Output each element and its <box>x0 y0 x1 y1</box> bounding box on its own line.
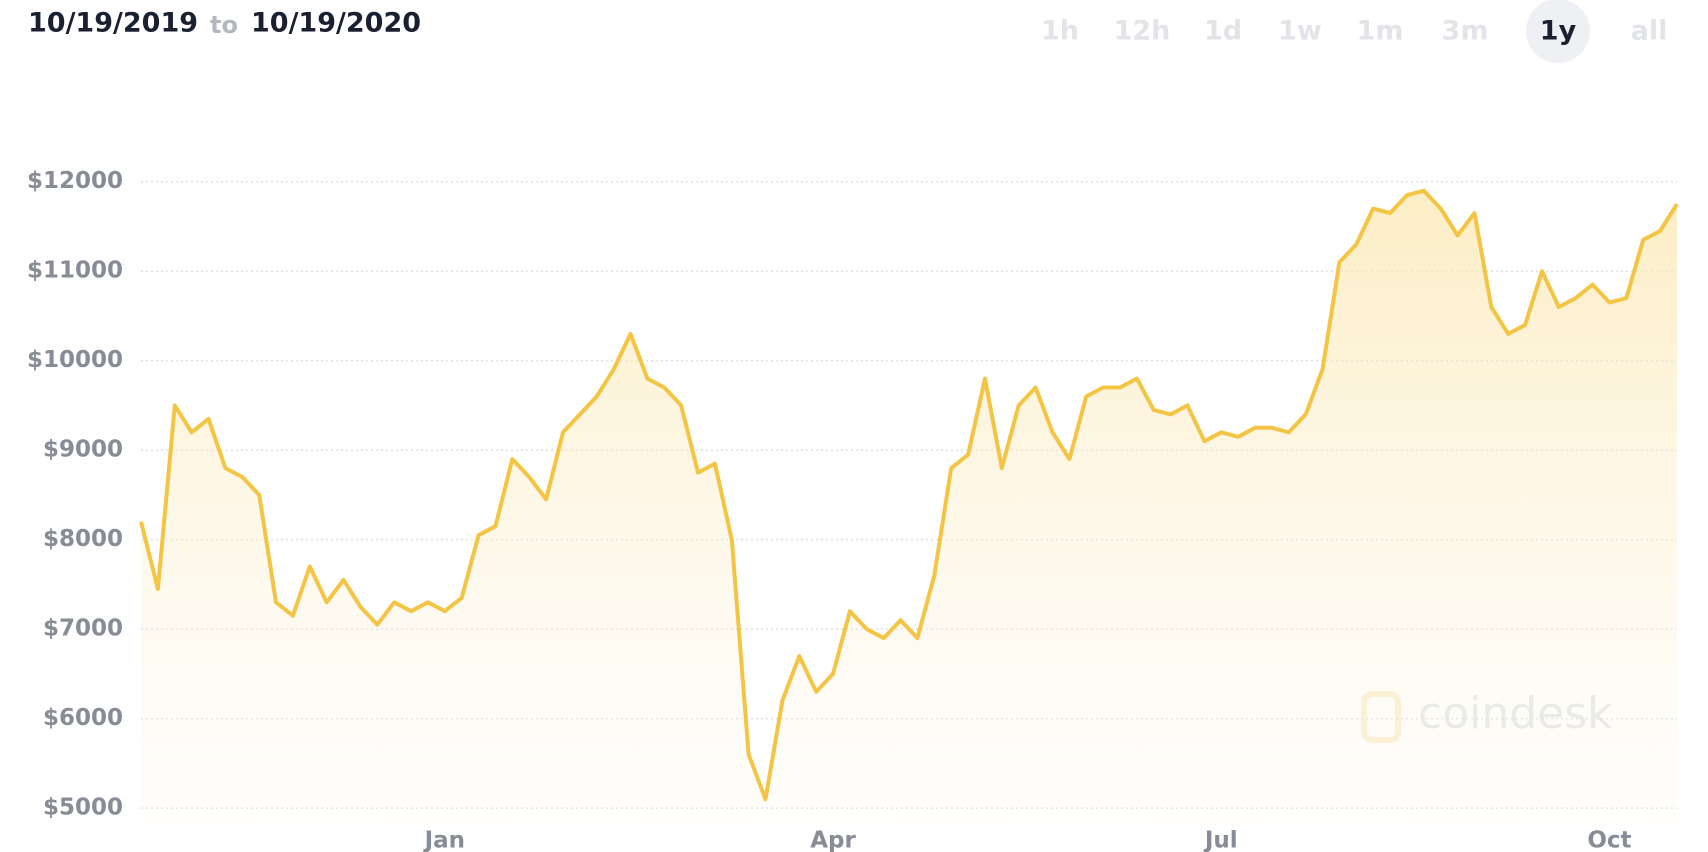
range-button[interactable]: 3m <box>1442 16 1489 47</box>
range-button[interactable]: 1d <box>1204 16 1242 47</box>
range-button[interactable]: 1h <box>1041 16 1079 47</box>
y-tick-label: $12000 <box>27 168 123 194</box>
date-from: 10/19/2019 <box>28 8 198 39</box>
x-tick-label: Oct <box>1587 828 1631 852</box>
range-button[interactable]: 1m <box>1357 16 1404 47</box>
y-tick-label: $9000 <box>43 437 123 463</box>
date-until: 10/19/2020 <box>251 8 421 39</box>
y-tick-label: $7000 <box>43 616 123 642</box>
y-tick-label: $5000 <box>43 795 123 821</box>
y-tick-label: $10000 <box>27 347 123 373</box>
y-tick-label: $6000 <box>43 705 123 731</box>
x-tick-label: Jan <box>423 828 465 852</box>
area-fill <box>141 190 1677 826</box>
x-tick-label: Apr <box>810 828 856 852</box>
y-tick-label: $8000 <box>43 526 123 552</box>
y-tick-label: $11000 <box>27 258 123 284</box>
range-button[interactable]: 1w <box>1278 16 1322 47</box>
x-tick-label: Jul <box>1203 828 1238 852</box>
range-button[interactable]: 1y <box>1540 16 1577 47</box>
date-separator: to <box>210 11 238 39</box>
range-button[interactable]: 12h <box>1114 16 1171 47</box>
range-button-bg[interactable] <box>1526 0 1590 63</box>
range-button[interactable]: all <box>1631 16 1668 47</box>
price-line <box>139 188 1679 802</box>
